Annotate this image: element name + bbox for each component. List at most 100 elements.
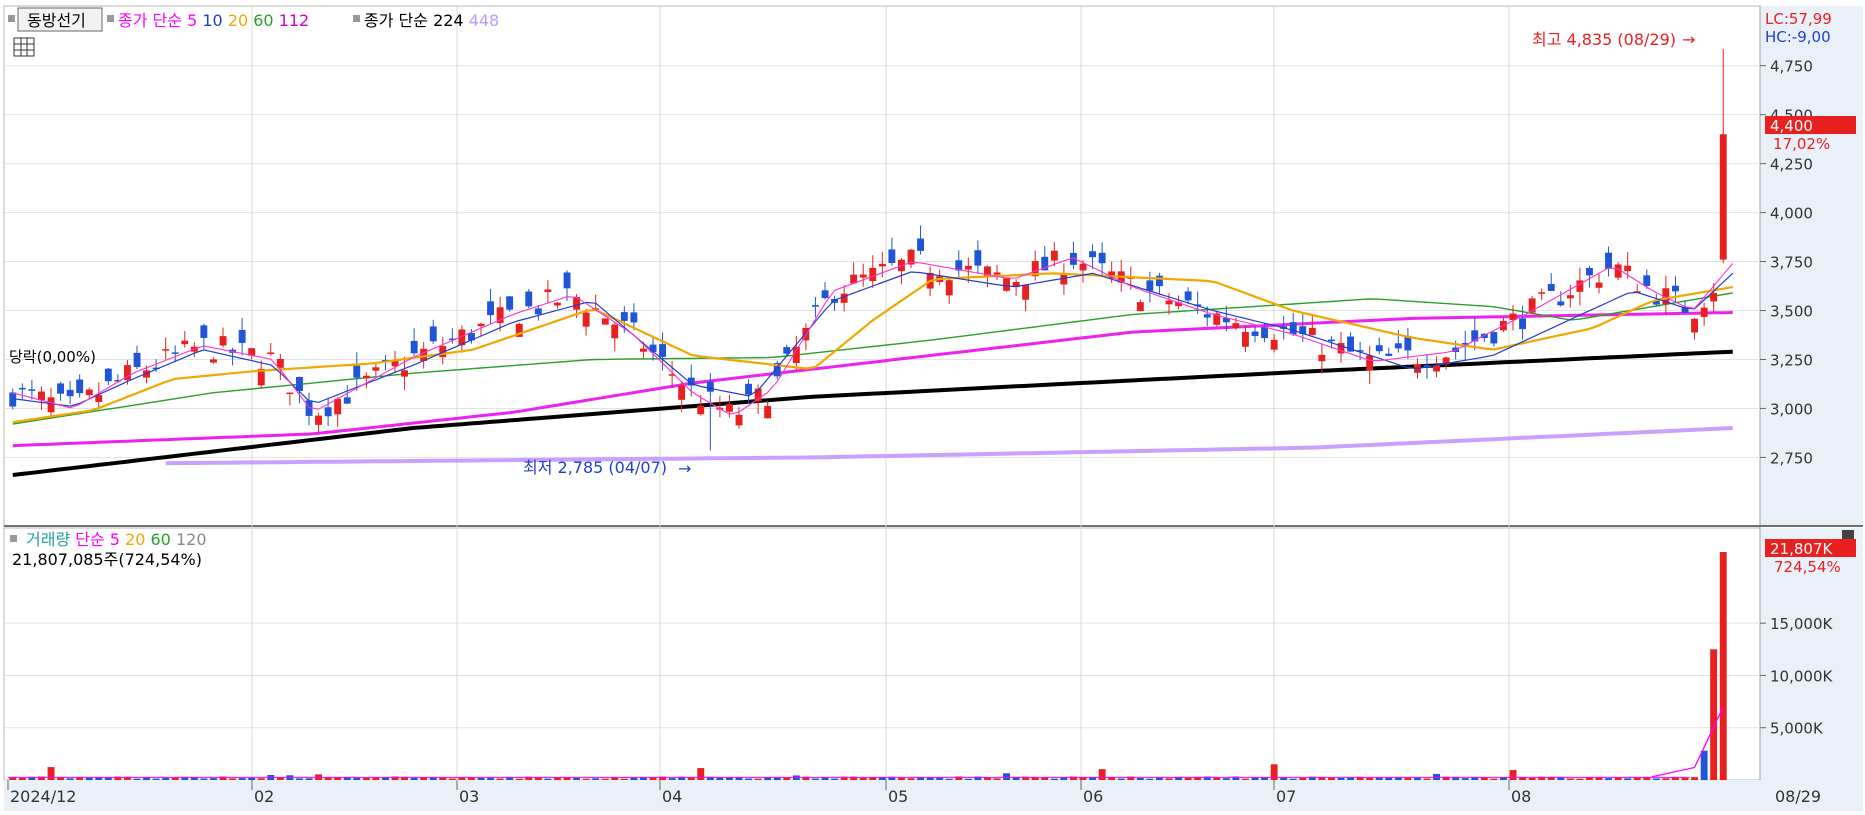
ma-legend-prefix2: 종가 단순 (364, 11, 433, 30)
volume-bar (1500, 777, 1507, 781)
candle-body (620, 312, 628, 321)
volume-bar (1423, 778, 1431, 781)
candle-body (955, 260, 963, 271)
volume-bar (362, 777, 370, 781)
ma-line-10 (12, 271, 1734, 407)
candle-body (1433, 365, 1440, 372)
volume-bar (1385, 777, 1393, 781)
candle-body (726, 404, 733, 412)
volume-bar (47, 767, 55, 781)
candle-body (66, 389, 74, 397)
stock-name-box[interactable] (17, 7, 103, 32)
candle-body (276, 359, 284, 368)
volume-bar (745, 778, 752, 780)
candle-body (1146, 280, 1154, 291)
volume-bar (573, 777, 580, 780)
candle-body (1136, 302, 1144, 312)
volume-bar (1375, 777, 1383, 780)
low-marker-arrow-icon: → (678, 459, 691, 478)
current-volume-label: 21,807K (1770, 540, 1833, 558)
ma-legend-prefix: 종가 단순 (118, 11, 187, 30)
candle-body (993, 272, 1001, 275)
volume-bar (1242, 778, 1249, 780)
volume-bar (611, 777, 619, 781)
candle-body (238, 329, 246, 343)
grid-toggle-icon[interactable] (13, 37, 35, 57)
candle-body (706, 381, 714, 392)
volume-bar (1328, 777, 1335, 780)
ma2-toggle-icon[interactable] (353, 15, 360, 22)
candle-body (362, 375, 370, 379)
candle-body (1003, 278, 1010, 291)
candle-body (974, 250, 982, 266)
candle-body (1289, 322, 1297, 335)
volume-bar (515, 778, 523, 781)
price-tick-label: 3,500 (1770, 303, 1813, 321)
volume-bar (1404, 777, 1412, 780)
candle-body (487, 301, 494, 316)
price-tick-label: 4,250 (1770, 156, 1813, 174)
stock-name[interactable]: 동방선기 (27, 11, 86, 30)
candle-body (1070, 252, 1077, 265)
volume-bar (1414, 777, 1421, 781)
candle-body (458, 329, 466, 346)
ma-toggle-icon[interactable] (107, 15, 114, 22)
volume-bar (649, 777, 657, 781)
volume-tick-label: 10,000K (1770, 667, 1833, 685)
volume-panel[interactable] (3, 527, 1761, 781)
volume-bar (716, 777, 724, 780)
volume-bar (143, 777, 150, 781)
volume-bar (534, 777, 542, 780)
candle-body (1538, 292, 1546, 294)
date-tick-label: 2024/12 (10, 787, 76, 806)
volume-bar (735, 777, 743, 781)
candle-body (219, 336, 227, 346)
volume-bar (668, 778, 676, 780)
candle-body (257, 368, 265, 386)
ma-legend-period2: 224 (433, 11, 469, 30)
candle-body (1251, 331, 1259, 336)
candle-body (783, 347, 791, 354)
volume-bar (764, 777, 772, 781)
volume-bar (544, 778, 552, 780)
volume-bar (296, 778, 303, 780)
volume-bar (133, 778, 141, 781)
volume-bar (888, 776, 896, 781)
volume-legend-prefix: 단순 (75, 530, 110, 549)
candle-body (1528, 298, 1536, 313)
ma-legend-period2: 448 (469, 11, 500, 30)
candle-body (630, 312, 638, 323)
volume-bar (773, 777, 781, 781)
volume-bar (487, 777, 494, 780)
volume-bar (1203, 776, 1211, 781)
price-axis-strip (1760, 6, 1863, 526)
candle-body (1719, 134, 1727, 260)
candle-body (429, 326, 437, 342)
candle-body (286, 392, 294, 395)
date-tick-label: 04 (662, 787, 682, 806)
ma-legend-period: 20 (228, 11, 253, 30)
price-legend: 동방선기 종가 단순 5 10 20 60 112 종가 단순 224 448 (8, 7, 500, 32)
volume-bar (496, 778, 504, 781)
volume-bar (200, 778, 208, 780)
volume-bar (831, 778, 838, 780)
legend-toggle-icon[interactable] (8, 15, 15, 22)
candle-body (907, 249, 915, 265)
candle-body (850, 274, 858, 284)
volume-bar (401, 776, 408, 781)
volume-bar (1547, 776, 1555, 780)
candle-body (773, 363, 781, 377)
volume-toggle-icon[interactable] (10, 535, 17, 542)
candle-body (697, 405, 705, 415)
volume-bar (1136, 778, 1144, 781)
volume-bar (525, 776, 533, 781)
volume-bar (420, 777, 428, 780)
volume-bar (57, 777, 64, 781)
candle-body (1624, 265, 1632, 272)
candle-body (659, 344, 666, 357)
volume-bar (448, 778, 456, 781)
volume-bar (1050, 778, 1058, 781)
date-tick-label: 08 (1511, 787, 1531, 806)
